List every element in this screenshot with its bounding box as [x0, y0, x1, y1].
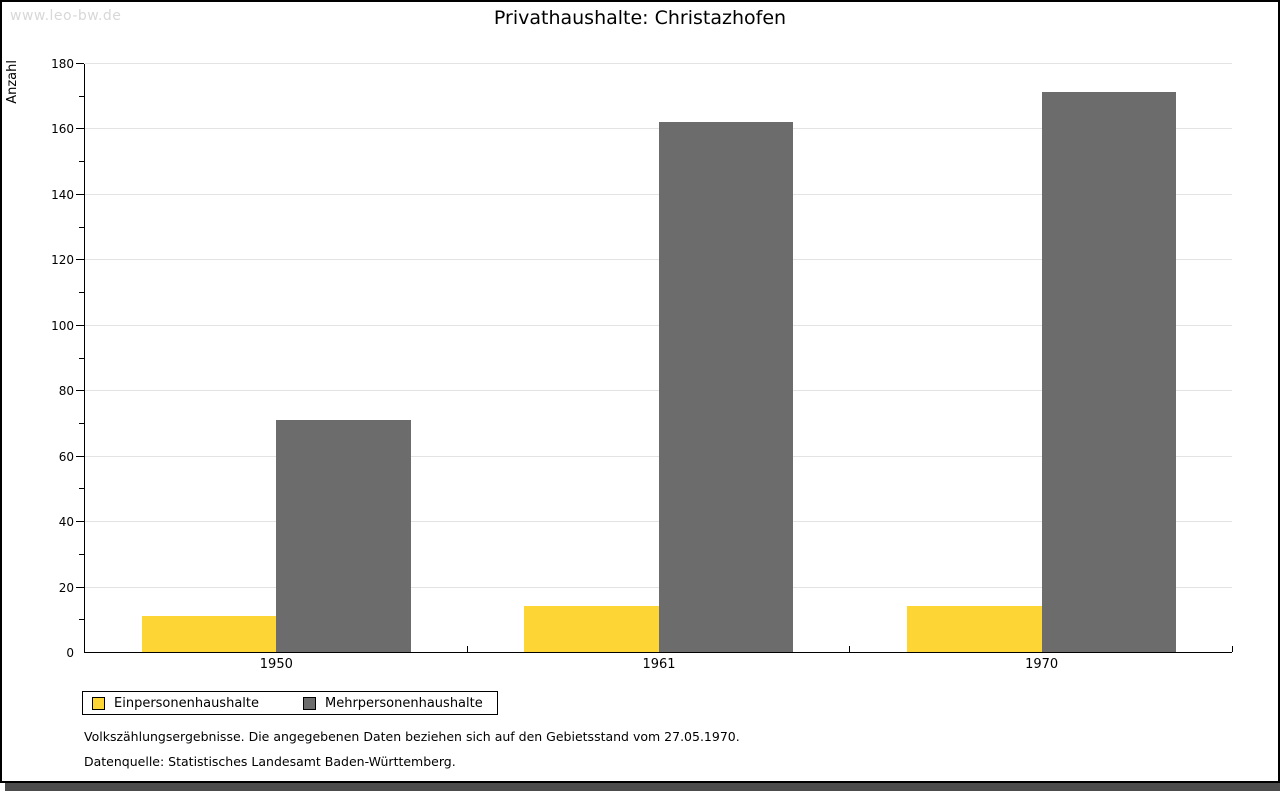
gridline	[85, 193, 1232, 195]
category-boundary-tick	[849, 646, 851, 652]
legend-item-einpersonenhaushalte: Einpersonenhaushalte	[92, 696, 259, 711]
y-tick-label: 60	[58, 449, 74, 464]
y-minor-tick	[79, 422, 84, 424]
y-major-tick	[76, 128, 84, 130]
bar-einpersonenhaushalte-1950	[141, 616, 277, 652]
y-tick-label: 20	[58, 580, 74, 595]
category-boundary-tick	[1232, 646, 1233, 652]
x-tick-label: 1950	[259, 657, 293, 672]
gridline	[85, 324, 1232, 326]
x-tick-label: 1970	[1025, 657, 1059, 672]
watermark: www.leo-bw.de	[10, 8, 122, 24]
bar-group-1970: 1970	[850, 64, 1233, 672]
y-tick-label: 160	[51, 122, 74, 137]
legend-swatch-icon	[92, 696, 105, 710]
y-axis-title: Anzahl	[5, 60, 20, 104]
y-minor-tick	[79, 619, 84, 621]
y-minor-tick	[79, 161, 84, 163]
y-minor-tick	[79, 488, 84, 490]
y-minor-tick	[79, 553, 84, 555]
legend-swatch-icon	[303, 696, 316, 710]
gridline	[85, 586, 1232, 588]
y-major-tick	[76, 390, 84, 392]
bar-einpersonenhaushalte-1970	[907, 606, 1042, 652]
footnote-source-note: Volkszählungsergebnisse. Die angegebenen…	[84, 729, 740, 744]
plot-area: 0 20 40 60 80 100 120 140 160 180 1950 1961 1970	[51, 57, 1233, 672]
gridline	[85, 128, 1232, 130]
y-minor-tick	[79, 292, 84, 294]
y-tick-label: 80	[58, 384, 74, 399]
y-major-tick	[76, 324, 84, 326]
y-major-tick	[76, 63, 84, 64]
y-major-tick	[76, 455, 84, 457]
gridline	[85, 521, 1232, 523]
y-major-tick	[76, 521, 84, 523]
legend-label: Einpersonenhaushalte	[114, 695, 259, 711]
category-boundary-tick	[466, 646, 468, 652]
y-tick-label: 140	[51, 187, 74, 202]
footnote-data-source: Datenquelle: Statistisches Landesamt Bad…	[84, 754, 456, 769]
y-major-tick	[76, 586, 84, 588]
bar-mehrpersonenhaushalte-1950	[276, 419, 411, 652]
y-tick-label: 0	[66, 646, 74, 660]
y-minor-tick	[79, 95, 84, 97]
bar-mehrpersonenhaushalte-1961	[658, 121, 794, 652]
bar-mehrpersonenhaushalte-1970	[1041, 92, 1177, 652]
bar-group-1950: 1950	[85, 64, 468, 672]
x-tick-label: 1961	[642, 657, 676, 672]
legend-item-mehrpersonenhaushalte: Mehrpersonenhaushalte	[303, 696, 483, 711]
bar-einpersonenhaushalte-1961	[524, 606, 659, 652]
gridline	[85, 455, 1232, 457]
chart-title: Privathaushalte: Christazhofen	[493, 7, 787, 29]
y-tick-label: 180	[51, 57, 74, 71]
gridline	[85, 63, 1232, 64]
bar-group-1961: 1961	[468, 64, 851, 672]
gridline	[85, 259, 1232, 261]
legend: Einpersonenhaushalte Mehrpersonenhaushalt…	[82, 691, 498, 715]
y-major-tick	[76, 259, 84, 261]
y-major-tick	[76, 193, 84, 195]
window-bottom-edge	[5, 783, 1280, 791]
y-tick-label: 120	[51, 253, 74, 268]
y-tick-label: 40	[58, 515, 74, 530]
gridline	[85, 390, 1232, 392]
y-tick-label: 100	[51, 318, 74, 333]
legend-label: Mehrpersonenhaushalte	[325, 695, 483, 711]
y-minor-tick	[79, 357, 84, 359]
y-minor-tick	[79, 226, 84, 228]
